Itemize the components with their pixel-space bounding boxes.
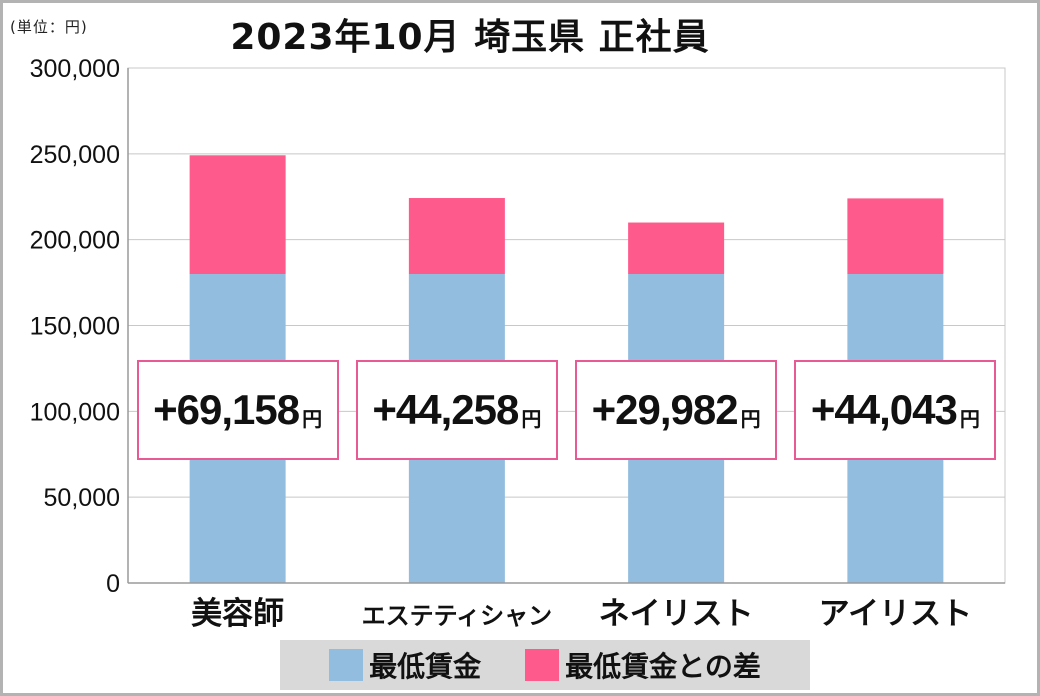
difference-label-box: +44,043 円: [794, 360, 997, 460]
difference-value: +44,043: [810, 386, 958, 433]
y-tick-label: 0: [106, 570, 120, 598]
y-tick-label: 300,000: [30, 55, 120, 83]
x-category-label: ネイリスト: [599, 596, 754, 632]
bar-difference: [847, 198, 944, 274]
bar-difference: [408, 198, 505, 274]
difference-unit: 円: [959, 406, 980, 431]
bar-difference: [189, 155, 286, 274]
difference-label-box: +44,258 円: [355, 360, 558, 460]
y-tick-label: 200,000: [30, 227, 120, 255]
legend-label-minimum-wage: 最低賃金: [369, 650, 482, 683]
y-tick-label: 100,000: [30, 398, 120, 426]
y-tick-label: 250,000: [30, 141, 120, 169]
x-category-label: エステティシャン: [362, 602, 553, 630]
difference-label-box: +29,982 円: [575, 360, 778, 460]
x-axis-categories: 美容師 エステティシャン ネイリスト アイリスト: [191, 596, 972, 632]
x-category-label: 美容師: [191, 596, 284, 632]
difference-unit: 円: [740, 406, 761, 431]
axes: [127, 67, 1006, 584]
difference-value: +69,158: [153, 386, 300, 433]
chart-title: 2023年10月 埼玉県 正社員: [230, 17, 710, 58]
difference-unit: 円: [302, 406, 323, 431]
legend-label-difference: 最低賃金との差: [565, 650, 761, 683]
legend: 最低賃金 最低賃金との差: [280, 640, 810, 690]
legend-swatch-minimum-wage: [329, 649, 364, 681]
difference-value: +29,982: [591, 386, 739, 433]
y-tick-label: 150,000: [30, 313, 120, 341]
legend-swatch-difference: [525, 649, 560, 681]
bar-difference: [628, 222, 725, 274]
legend-item-difference: 最低賃金との差: [525, 645, 761, 685]
x-category-label: アイリスト: [819, 596, 972, 632]
difference-value: +44,258: [372, 386, 519, 433]
y-axis-ticks: 0 50,000 100,000 150,000 200,000 250,000 300,0…: [30, 55, 120, 598]
unit-label: (単位：円): [10, 18, 88, 36]
difference-label-box: +69,158 円: [136, 360, 339, 460]
legend-item-minimum-wage: 最低賃金: [329, 645, 481, 685]
y-tick-label: 50,000: [44, 484, 120, 512]
difference-unit: 円: [521, 406, 542, 431]
